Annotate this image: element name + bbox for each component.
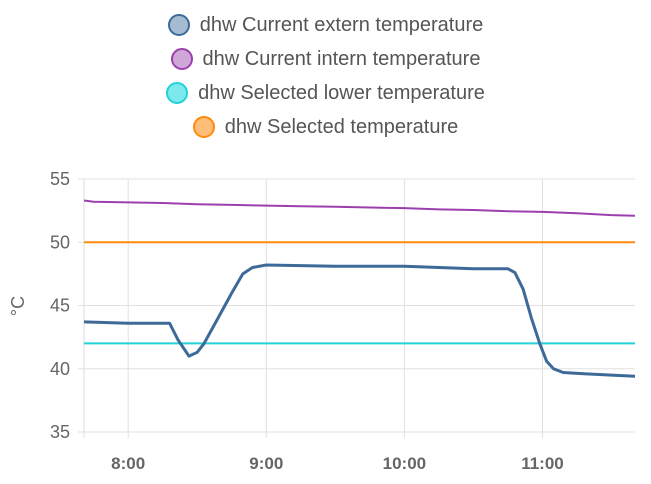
legend: dhw Current extern temperature dhw Curre… bbox=[0, 8, 651, 144]
legend-item-selected[interactable]: dhw Selected temperature bbox=[0, 110, 651, 144]
legend-label-selected: dhw Selected temperature bbox=[224, 115, 459, 138]
legend-item-lower[interactable]: dhw Selected lower temperature bbox=[0, 76, 651, 110]
legend-marker-intern bbox=[170, 48, 193, 70]
legend-item-intern[interactable]: dhw Current intern temperature bbox=[0, 42, 651, 76]
y-tick-label: 55 bbox=[50, 169, 70, 189]
legend-marker-extern bbox=[167, 14, 190, 36]
legend-label-lower: dhw Selected lower temperature bbox=[198, 81, 485, 104]
x-tick-label: 8:00 bbox=[111, 454, 145, 473]
y-axis-label: °C bbox=[8, 296, 28, 316]
y-tick-label: 50 bbox=[50, 232, 70, 252]
x-tick-label: 10:00 bbox=[383, 454, 426, 473]
y-tick-label: 35 bbox=[50, 422, 70, 442]
y-tick-label: 40 bbox=[50, 359, 70, 379]
legend-marker-selected bbox=[192, 116, 215, 138]
legend-item-extern[interactable]: dhw Current extern temperature bbox=[0, 8, 651, 42]
y-tick-label: 45 bbox=[50, 296, 70, 316]
legend-label-extern: dhw Current extern temperature bbox=[199, 13, 484, 36]
x-tick-label: 9:00 bbox=[249, 454, 283, 473]
series-line-1 bbox=[83, 199, 636, 217]
legend-marker-lower bbox=[166, 82, 189, 104]
series-line-0 bbox=[83, 263, 636, 378]
x-tick-label: 11:00 bbox=[521, 454, 564, 473]
legend-label-intern: dhw Current intern temperature bbox=[202, 47, 481, 70]
